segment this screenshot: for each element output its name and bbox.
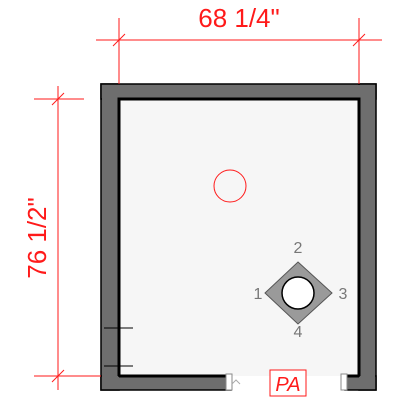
view-label-1: 1 (254, 286, 263, 303)
view-label-2: 2 (294, 240, 303, 257)
view-label-3: 3 (339, 286, 348, 303)
camera-view-marker-icon[interactable]: 1 2 3 4 (254, 240, 348, 341)
room-walls (100, 83, 377, 391)
view-marker-circle (281, 276, 315, 310)
wall-ticks (104, 327, 133, 367)
height-label: 76 1/2" (22, 197, 52, 279)
door-tag-box (269, 369, 307, 397)
door-tag[interactable]: PA (269, 369, 307, 397)
view-label-4: 4 (294, 324, 303, 341)
width-label: 68 1/4" (198, 3, 280, 33)
height-dimension: 76 1/2" (22, 86, 101, 390)
door-tag-label: PA (275, 374, 300, 396)
door-jamb-right (340, 373, 348, 391)
width-dimension: 68 1/4" (96, 3, 382, 84)
room-floor (119, 99, 359, 376)
door-jamb-left (225, 373, 233, 391)
circle-fixture-icon (213, 169, 247, 203)
